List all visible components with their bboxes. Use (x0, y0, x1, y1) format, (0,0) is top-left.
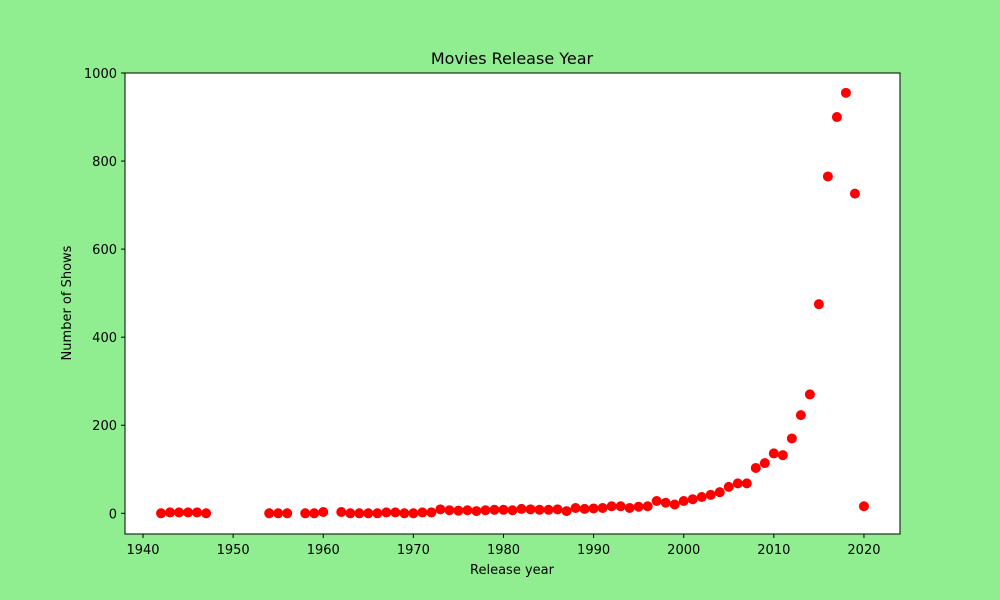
data-point (714, 487, 725, 498)
y-tick-label: 200 (92, 419, 117, 434)
data-point (570, 503, 581, 514)
x-tick-label: 1940 (126, 543, 159, 558)
data-point (444, 505, 455, 516)
data-point (390, 507, 401, 518)
data-point (318, 506, 329, 517)
data-point (300, 508, 311, 519)
data-point (489, 504, 500, 515)
y-axis: 0 200 400 600 800 1000 (84, 67, 125, 522)
data-point (786, 433, 797, 444)
data-point (462, 505, 473, 516)
data-point (597, 503, 608, 514)
x-axis: 1940 1950 1960 1970 1980 1990 2000 2010 2020 (126, 534, 881, 558)
x-tick-label: 2010 (757, 543, 790, 558)
data-point (822, 171, 833, 182)
data-point (345, 508, 356, 519)
x-tick-label: 1950 (217, 543, 250, 558)
data-point (831, 112, 842, 123)
data-point (849, 188, 860, 199)
data-point (687, 494, 698, 505)
data-point (156, 508, 167, 519)
x-tick-label: 1960 (307, 543, 340, 558)
data-point (813, 299, 824, 310)
x-axis-title: Release year (470, 563, 555, 578)
data-point (588, 503, 599, 514)
data-point (183, 507, 194, 518)
data-point (633, 501, 644, 512)
data-point (750, 462, 761, 473)
data-point (660, 497, 671, 508)
data-point (768, 448, 779, 459)
data-point (741, 478, 752, 489)
data-point (705, 489, 716, 500)
data-point (309, 508, 320, 519)
data-point (417, 507, 428, 518)
data-point (426, 507, 437, 518)
y-tick-label: 800 (92, 155, 117, 170)
y-axis-title: Number of Shows (60, 245, 75, 360)
data-point (453, 505, 464, 516)
data-point (336, 506, 347, 517)
data-point (534, 504, 545, 515)
data-point (840, 87, 851, 98)
data-point (696, 492, 707, 503)
data-point (678, 495, 689, 506)
data-point (777, 450, 788, 461)
x-tick-label: 2020 (847, 543, 880, 558)
data-point (804, 389, 815, 400)
plot-area (124, 72, 901, 535)
data-point (642, 501, 653, 512)
data-point (579, 503, 590, 514)
data-point (381, 507, 392, 518)
data-point (561, 506, 572, 517)
data-point (651, 495, 662, 506)
data-point (273, 508, 284, 519)
data-point (723, 481, 734, 492)
data-point (624, 503, 635, 514)
data-point (363, 508, 374, 519)
data-point (282, 508, 293, 519)
x-tick-label: 1970 (397, 543, 430, 558)
x-tick-label: 2000 (667, 543, 700, 558)
data-point (399, 508, 410, 519)
data-point (498, 504, 509, 515)
x-tick-label: 1990 (577, 543, 610, 558)
data-point (435, 504, 446, 515)
data-points (156, 87, 869, 519)
data-point (606, 501, 617, 512)
data-point (516, 503, 527, 514)
data-point (192, 507, 203, 518)
data-point (372, 508, 383, 519)
data-point (615, 501, 626, 512)
data-point (354, 508, 365, 519)
chart-title: Movies Release Year (431, 49, 594, 68)
data-point (759, 458, 770, 469)
y-tick-label: 400 (92, 331, 117, 346)
data-point (507, 505, 518, 516)
data-point (669, 499, 680, 510)
data-point (480, 505, 491, 516)
data-point (525, 504, 536, 515)
data-point (165, 507, 176, 518)
y-tick-label: 1000 (84, 67, 117, 82)
data-point (552, 504, 563, 515)
data-point (471, 506, 482, 517)
data-point (732, 478, 743, 489)
x-tick-label: 1980 (487, 543, 520, 558)
data-point (174, 507, 185, 518)
data-point (795, 410, 806, 421)
y-tick-label: 0 (109, 507, 117, 522)
data-point (264, 508, 275, 519)
y-tick-label: 600 (92, 243, 117, 258)
data-point (858, 501, 869, 512)
data-point (201, 508, 212, 519)
data-point (543, 504, 554, 515)
data-point (408, 508, 419, 519)
